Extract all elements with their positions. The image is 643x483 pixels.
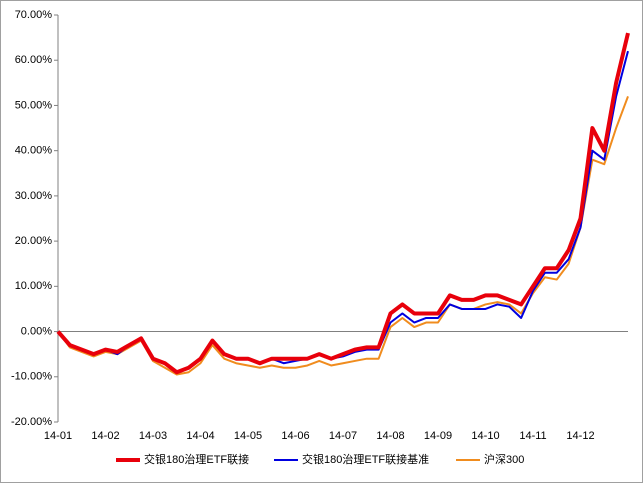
y-tick-label: 30.00% (15, 190, 53, 202)
y-tick-label: 60.00% (15, 54, 53, 66)
x-tick-label: 14-08 (376, 430, 404, 442)
x-tick-label: 14-03 (139, 430, 167, 442)
x-tick-label: 14-09 (424, 430, 452, 442)
legend-label: 沪深300 (484, 452, 524, 466)
y-tick-label: -20.00% (11, 416, 52, 428)
legend-label: 交银180治理ETF联接基准 (302, 452, 429, 466)
x-tick-label: 14-06 (281, 430, 309, 442)
x-tick-label: 14-12 (566, 430, 594, 442)
x-tick-label: 14-02 (91, 430, 119, 442)
y-tick-label: 70.00% (15, 9, 53, 21)
legend-label: 交银180治理ETF联接 (144, 452, 249, 466)
y-tick-label: -10.00% (11, 371, 52, 383)
y-tick-label: 0.00% (21, 325, 52, 337)
x-tick-label: 14-05 (234, 430, 262, 442)
x-tick-label: 14-11 (519, 430, 546, 442)
x-tick-label: 14-07 (329, 430, 357, 442)
x-tick-label: 14-01 (44, 430, 72, 442)
y-tick-label: 40.00% (15, 145, 53, 157)
y-tick-label: 10.00% (15, 280, 53, 292)
x-tick-label: 14-04 (186, 430, 214, 442)
x-tick-label: 14-10 (471, 430, 499, 442)
y-tick-label: 20.00% (15, 235, 53, 247)
series-line (56, 32, 630, 375)
y-tick-label: 50.00% (15, 99, 53, 111)
